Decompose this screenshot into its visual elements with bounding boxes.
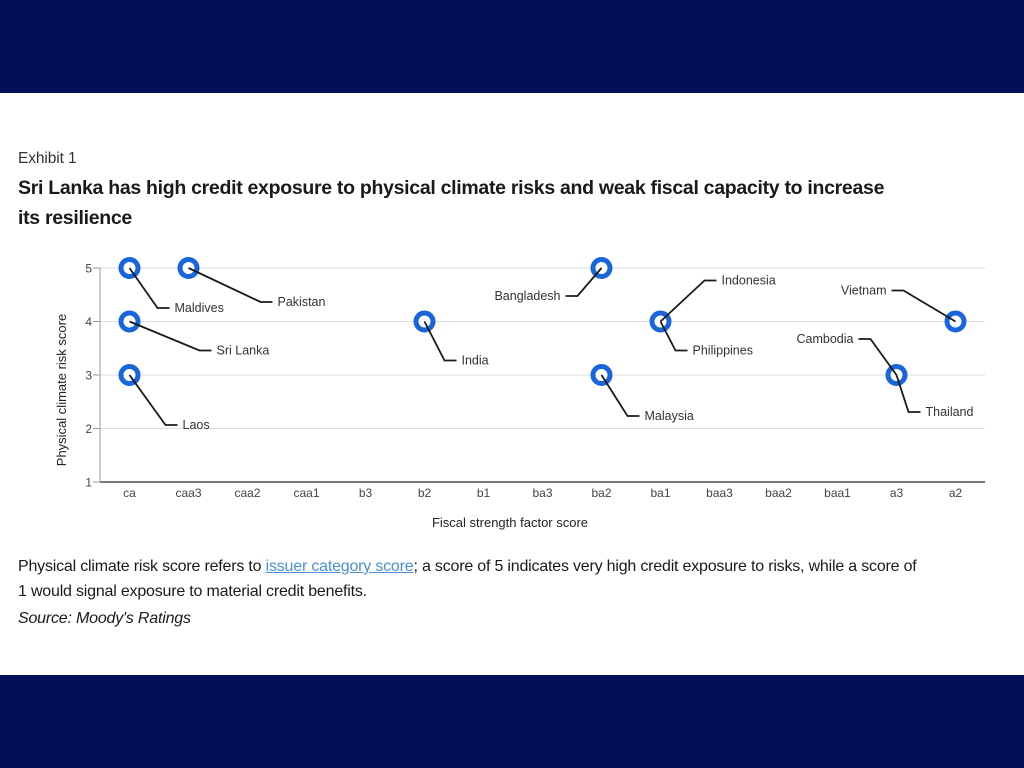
point-label-bangladesh: Bangladesh [494,289,560,303]
x-tick-label: b3 [359,486,373,500]
point-label-vietnam: Vietnam [841,284,887,298]
point-label-cambodia: Cambodia [797,332,854,346]
footnote-text-post: ; a score of 5 indicates very high credi… [413,558,917,575]
footnote-text-pre: Physical climate risk score refers to [18,558,266,575]
leader-line-sri-lanka [129,320,212,352]
x-tick-label: ca [123,486,136,500]
x-tick-label: baa2 [765,486,792,500]
y-tick-label: 3 [85,369,92,383]
chart-title-line1: Sri Lanka has high credit exposure to ph… [18,177,885,199]
exhibit-label: Exhibit 1 [18,150,77,167]
x-tick-label: baa1 [824,486,851,500]
x-tick-label: caa2 [234,486,260,500]
leader-line-cambodia [858,338,898,376]
source-line: Source: Moody's Ratings [18,610,191,627]
leader-line-philippines [659,321,688,352]
leader-line-thailand [895,374,921,413]
footnote: Physical climate risk score refers to is… [18,554,1016,604]
x-tick-label: caa1 [293,486,319,500]
y-axis-title: Physical climate risk score [54,314,69,466]
chart-title-line2: its resilience [18,207,132,229]
x-tick-label: a2 [949,486,963,500]
x-tick-label: caa3 [175,486,201,500]
leader-line-pakistan [188,267,273,303]
leader-line-indonesia [659,279,717,323]
point-label-india: India [462,354,489,368]
x-tick-label: a3 [890,486,904,500]
x-axis-title: Fiscal strength factor score [432,515,588,530]
y-tick-label: 5 [85,262,92,276]
x-tick-label: b2 [418,486,432,500]
point-label-pakistan: Pakistan [278,295,326,309]
leader-line-bangladesh [565,267,603,297]
leader-line-india [423,321,457,362]
x-tick-label: ba3 [532,486,552,500]
point-label-indonesia: Indonesia [722,274,776,288]
x-tick-label: ba2 [591,486,611,500]
point-label-laos: Laos [183,418,210,432]
x-tick-label: b1 [477,486,491,500]
leader-line-maldives [128,267,170,309]
content-panel: Exhibit 1 Sri Lanka has high credit expo… [0,93,1024,675]
y-tick-label: 2 [85,422,92,436]
point-label-maldives: Maldives [175,301,224,315]
y-tick-label: 1 [85,476,92,490]
footnote-line2: 1 would signal exposure to material cred… [18,583,367,600]
scatter-chart: 1 2 3 4 5 ca caa3 caa2 caa1 b3 b2 b1 ba3 ba2 ba1 baa3 ba… [54,257,985,530]
point-label-sri-lanka: Sri Lanka [217,344,270,358]
x-tick-label: baa3 [706,486,733,500]
x-tick-label: ba1 [650,486,670,500]
point-label-malaysia: Malaysia [645,409,694,423]
issuer-category-score-link[interactable]: issuer category score [265,558,414,575]
point-label-philippines: Philippines [693,344,753,358]
leader-line-laos [128,374,178,426]
leader-line-vietnam [891,289,956,323]
leader-line-malaysia [600,374,640,417]
y-tick-label: 4 [85,315,92,329]
chart-title: Sri Lanka has high credit exposure to ph… [18,173,1008,233]
point-label-thailand: Thailand [926,405,974,419]
